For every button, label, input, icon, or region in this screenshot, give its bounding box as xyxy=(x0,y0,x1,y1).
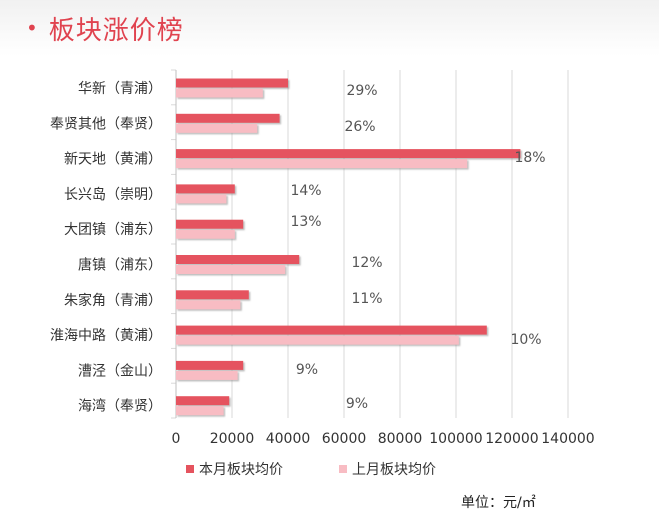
x-tick-label: 20000 xyxy=(210,431,255,447)
bar-current xyxy=(176,219,244,229)
bar-current xyxy=(176,184,235,194)
category-label: 奉贤其他（奉贤） xyxy=(50,116,162,132)
bar-previous xyxy=(176,88,263,98)
category-label: 朱家角（青浦） xyxy=(64,292,162,309)
legend-item-previous: 上月板块均价 xyxy=(339,459,436,479)
category-label: 漕泾（金山） xyxy=(78,363,162,379)
bar-previous xyxy=(176,370,238,380)
bar-current xyxy=(176,396,230,406)
bar-previous xyxy=(176,265,286,274)
category-label: 新天地（黄浦） xyxy=(64,151,162,168)
bar-previous xyxy=(176,300,241,310)
category-label: 淮海中路（黄浦） xyxy=(50,327,162,344)
change-label: 14% xyxy=(290,183,321,199)
change-label: 26% xyxy=(344,119,375,135)
bar-current xyxy=(176,113,280,123)
legend-item-current: 本月板块均价 xyxy=(186,459,283,479)
legend-label-previous: 上月板块均价 xyxy=(352,462,436,478)
legend-swatch-previous xyxy=(339,465,347,473)
change-label: 29% xyxy=(346,83,377,99)
x-tick-label: 80000 xyxy=(378,431,423,447)
legend-swatch-current xyxy=(186,465,194,473)
change-label: 11% xyxy=(351,291,382,307)
bar-previous xyxy=(176,159,468,169)
category-label: 唐镇（浦东） xyxy=(78,257,162,274)
bar-current xyxy=(176,149,521,159)
bars xyxy=(176,78,521,416)
grid-lines xyxy=(171,69,569,419)
bar-previous xyxy=(176,335,459,345)
bar-previous xyxy=(176,194,227,204)
change-labels: 29% 26% 18% 14% 13% 12% 11% 10% 9% 9% xyxy=(290,83,545,412)
x-tick-labels: 0 20000 40000 60000 80000 100000 120000 140000 xyxy=(172,431,595,447)
title-band xyxy=(0,0,659,56)
change-label: 12% xyxy=(351,255,382,271)
change-label: 13% xyxy=(290,214,321,230)
x-tick-label: 40000 xyxy=(266,431,311,447)
x-tick-label: 0 xyxy=(172,431,181,447)
legend-label-current: 本月板块均价 xyxy=(199,462,283,478)
category-labels: 华新（青浦） 奉贤其他（奉贤） 新天地（黄浦） 长兴岛（崇明） 大团镇（浦东） 唐镇（浦东… xyxy=(50,81,162,415)
change-label: 9% xyxy=(296,362,318,378)
bar-previous xyxy=(176,229,235,239)
category-label: 大团镇（浦东） xyxy=(64,222,162,238)
x-tick-label: 120000 xyxy=(485,431,538,447)
x-tick-label: 60000 xyxy=(322,431,367,447)
page-title-text: 板块涨价榜 xyxy=(48,16,184,46)
bar-current xyxy=(176,360,244,370)
category-label: 海湾（奉贤） xyxy=(78,398,162,415)
change-label: 9% xyxy=(346,396,368,412)
bar-current xyxy=(176,325,487,335)
category-label: 长兴岛（崇明） xyxy=(64,187,162,203)
bar-current xyxy=(176,290,249,300)
page-title: • 板块涨价榜 xyxy=(26,10,184,47)
category-label: 华新（青浦） xyxy=(78,81,162,97)
bar-previous xyxy=(176,123,258,133)
bar-previous xyxy=(176,406,224,416)
bar-current xyxy=(176,78,288,88)
bar-current xyxy=(176,255,300,264)
unit-label: 单位：元/㎡ xyxy=(461,495,536,511)
x-tick-label: 100000 xyxy=(429,431,482,447)
change-label: 18% xyxy=(514,150,545,166)
title-bullet: • xyxy=(26,16,39,40)
change-label: 10% xyxy=(510,332,541,348)
x-tick-label: 140000 xyxy=(541,431,594,447)
